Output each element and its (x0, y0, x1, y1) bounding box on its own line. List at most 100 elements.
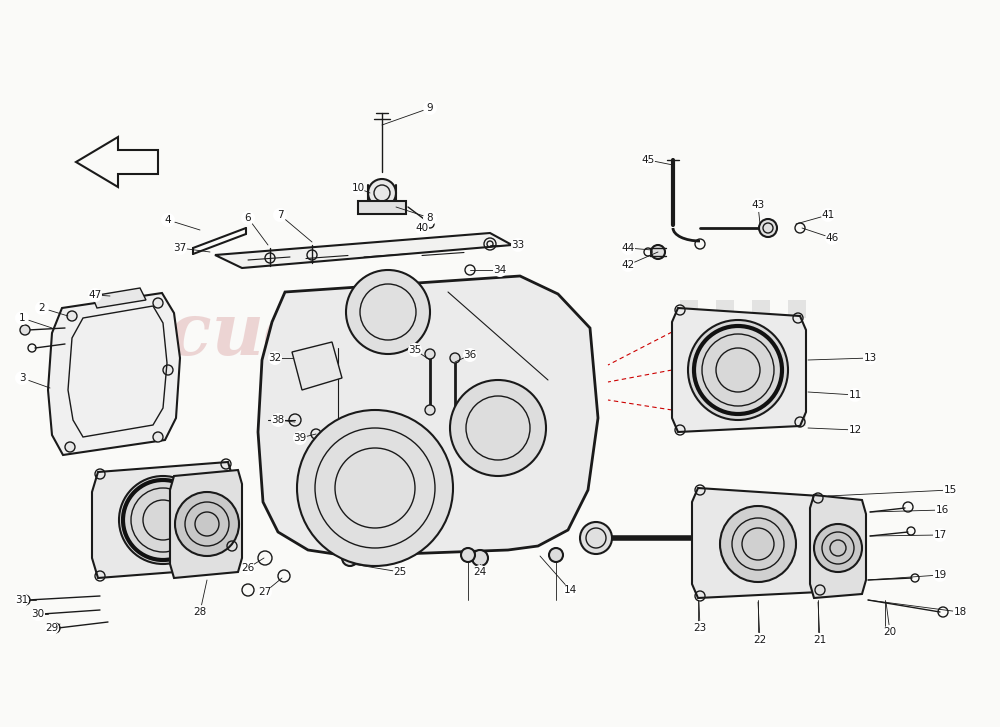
Bar (716, 354, 734, 372)
Circle shape (35, 301, 49, 315)
Circle shape (351, 181, 365, 195)
Bar (770, 408, 788, 426)
Text: 4: 4 (165, 215, 171, 225)
Circle shape (67, 311, 77, 321)
Polygon shape (76, 137, 158, 187)
Circle shape (825, 231, 839, 245)
Circle shape (563, 583, 577, 597)
Circle shape (45, 621, 59, 635)
Circle shape (425, 349, 435, 359)
Bar (770, 354, 788, 372)
Bar (734, 300, 752, 318)
Polygon shape (292, 342, 342, 390)
Circle shape (450, 380, 546, 476)
Bar (698, 390, 716, 408)
Bar (716, 300, 734, 318)
Polygon shape (215, 233, 512, 268)
Text: 21: 21 (813, 635, 827, 645)
Text: 35: 35 (408, 345, 422, 355)
Bar (788, 354, 806, 372)
Bar (716, 390, 734, 408)
Circle shape (65, 442, 75, 452)
Bar (752, 408, 770, 426)
Circle shape (173, 241, 187, 255)
Text: 47: 47 (88, 290, 102, 300)
Circle shape (15, 311, 29, 325)
Text: 19: 19 (933, 570, 947, 580)
Bar (770, 318, 788, 336)
Text: 13: 13 (863, 353, 877, 363)
Circle shape (20, 595, 30, 605)
Circle shape (368, 179, 396, 207)
Circle shape (297, 410, 453, 566)
Bar (680, 372, 698, 390)
Circle shape (423, 211, 437, 225)
Circle shape (933, 528, 947, 542)
Text: 28: 28 (193, 607, 207, 617)
Text: 29: 29 (45, 623, 59, 633)
Circle shape (883, 625, 897, 639)
Bar (788, 408, 806, 426)
Bar (680, 390, 698, 408)
Bar (752, 372, 770, 390)
Bar (734, 318, 752, 336)
Text: 7: 7 (277, 210, 283, 220)
Bar (716, 408, 734, 426)
Text: 17: 17 (933, 530, 947, 540)
Circle shape (549, 548, 563, 562)
Text: 16: 16 (935, 505, 949, 515)
Bar (752, 336, 770, 354)
Circle shape (346, 270, 430, 354)
Bar (770, 336, 788, 354)
Circle shape (759, 219, 777, 237)
Circle shape (153, 298, 163, 308)
Bar (698, 408, 716, 426)
Polygon shape (92, 462, 234, 578)
Circle shape (953, 605, 967, 619)
Circle shape (161, 213, 175, 227)
Bar (788, 318, 806, 336)
Text: 8: 8 (427, 213, 433, 223)
Text: 1: 1 (19, 313, 25, 323)
Bar (680, 336, 698, 354)
Bar (752, 390, 770, 408)
Circle shape (621, 258, 635, 272)
Circle shape (342, 550, 358, 566)
Bar (734, 408, 752, 426)
Text: 31: 31 (15, 595, 29, 605)
Bar (716, 318, 734, 336)
Circle shape (472, 550, 488, 566)
Text: 27: 27 (258, 587, 272, 597)
Circle shape (813, 633, 827, 647)
Text: 37: 37 (173, 243, 187, 253)
Polygon shape (92, 288, 146, 308)
Bar (698, 318, 716, 336)
Circle shape (425, 405, 435, 415)
Circle shape (268, 351, 282, 365)
Circle shape (241, 211, 255, 225)
Circle shape (423, 101, 437, 115)
Bar (734, 372, 752, 390)
Bar (770, 300, 788, 318)
Bar (752, 354, 770, 372)
Circle shape (493, 263, 507, 277)
Text: 33: 33 (511, 240, 525, 250)
Bar (680, 318, 698, 336)
Bar (788, 390, 806, 408)
Bar (716, 336, 734, 354)
Text: 32: 32 (268, 353, 282, 363)
Circle shape (31, 607, 45, 621)
Bar (698, 372, 716, 390)
Bar (680, 354, 698, 372)
Polygon shape (258, 276, 598, 556)
Bar (752, 300, 770, 318)
Circle shape (15, 593, 29, 607)
Text: 10: 10 (351, 183, 365, 193)
Text: 18: 18 (953, 607, 967, 617)
Circle shape (933, 568, 947, 582)
Bar (680, 408, 698, 426)
Bar (752, 318, 770, 336)
Circle shape (408, 343, 422, 357)
Text: 3: 3 (19, 373, 25, 383)
Text: 42: 42 (621, 260, 635, 270)
